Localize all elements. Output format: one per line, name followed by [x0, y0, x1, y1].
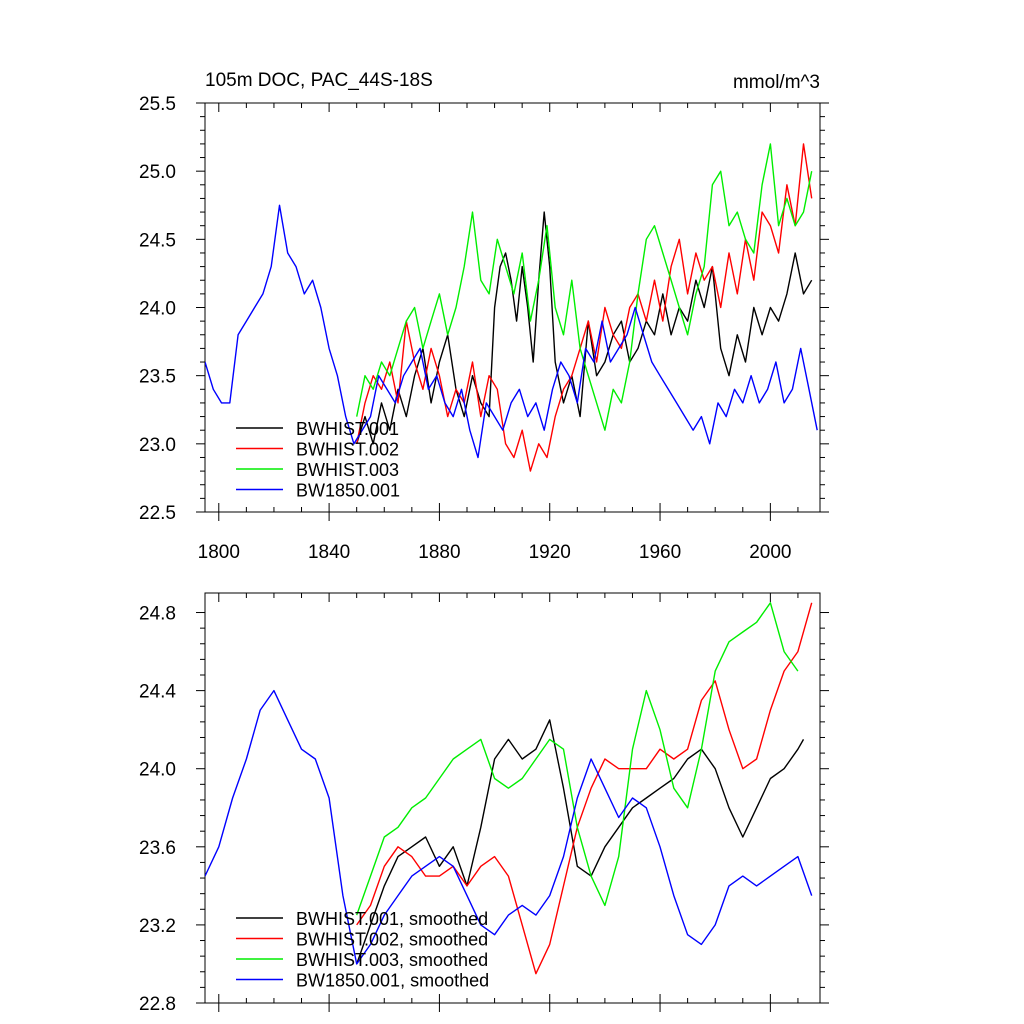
y-tick-label: 22.5 [139, 503, 176, 524]
panel1-title: 105m DOC, PAC_44S-18S [205, 70, 433, 91]
x-tick-label: 1800 [198, 542, 240, 563]
series-line-1 [356, 719, 805, 965]
y-tick-label: 23.0 [139, 435, 176, 456]
legend-label: BWHIST.003, smoothed [296, 950, 488, 970]
panel2-plot: 22.8 23.2 23.6 24.0 24.4 24.8 BWHIST.001, smoo… [139, 592, 829, 1015]
y-tick-label: 23.2 [139, 916, 176, 937]
series-line-2 [356, 143, 813, 472]
y-tick-label: 24.0 [139, 760, 176, 781]
legend-label: BWHIST.003 [296, 460, 399, 480]
panel1-plot: 1800 1840 1880 1920 1960 2000 22.5 23.0 23.5 24.0… [139, 94, 829, 563]
series-line-2 [356, 602, 813, 975]
legend-label: BWHIST.001 [296, 419, 399, 439]
series-line-4 [205, 204, 818, 459]
y-tick-label: 25.5 [139, 94, 176, 115]
plot-frame [204, 592, 821, 1004]
x-tick-label: 1840 [308, 542, 350, 563]
y-tick-label: 23.6 [139, 838, 176, 859]
x-tick-label: 1920 [529, 542, 571, 563]
series-line-3 [356, 602, 799, 916]
panel1-units: mmol/m^3 [733, 72, 820, 93]
legend-label: BWHIST.002, smoothed [296, 930, 488, 950]
legend-label: BW1850.001 [296, 481, 400, 501]
legend-label: BWHIST.002 [296, 440, 399, 460]
y-tick-label: 25.0 [139, 162, 176, 183]
y-tick-label: 24.0 [139, 299, 176, 320]
y-tick-label: 24.5 [139, 230, 176, 251]
legend-label: BW1850.001, smoothed [296, 971, 489, 991]
y-tick-label: 24.4 [139, 682, 176, 703]
x-tick-label: 1960 [639, 542, 681, 563]
series-line-4 [205, 689, 813, 965]
y-tick-label: 22.8 [139, 994, 176, 1015]
series-line-1 [356, 211, 813, 445]
legend-label: BWHIST.001, smoothed [296, 909, 488, 929]
y-tick-label: 23.5 [139, 367, 176, 388]
x-tick-label: 1880 [418, 542, 460, 563]
y-tick-label: 24.8 [139, 604, 176, 625]
x-tick-label: 2000 [749, 542, 791, 563]
series-line-3 [356, 143, 813, 431]
